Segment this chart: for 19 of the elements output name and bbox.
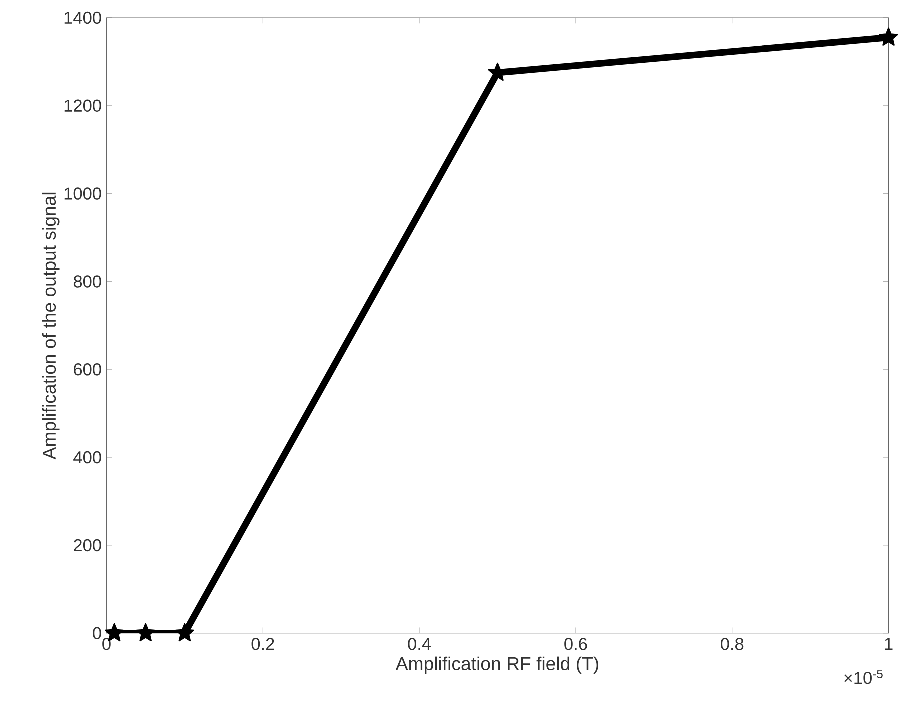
x-tick-label: 0.6 <box>564 638 588 650</box>
y-tick-label: 600 <box>74 363 102 376</box>
y-tick-label: 0 <box>93 627 102 640</box>
x-tick-label: 0.2 <box>252 638 274 650</box>
y-tick-label: 1000 <box>64 188 102 200</box>
x-tick-label: 1 <box>885 638 893 650</box>
y-tick-label: 1200 <box>64 100 102 112</box>
x-tick-label: 0 <box>102 638 111 650</box>
y-tick-label: 200 <box>74 539 102 552</box>
y-tick-label: 800 <box>74 276 102 288</box>
point <box>175 623 194 642</box>
text: ×10$^{-5}$ <box>844 670 883 684</box>
y-axis-title: Amplification of the output signal <box>42 192 60 460</box>
x-tick-label: 0.8 <box>721 638 744 650</box>
point <box>136 623 156 642</box>
x-tick-label: 0.4 <box>408 638 432 650</box>
x-axis-title: Amplification RF field (T) <box>396 656 598 674</box>
y-tick-label: 1400 <box>64 12 102 24</box>
y-tick-label: 400 <box>74 451 102 464</box>
